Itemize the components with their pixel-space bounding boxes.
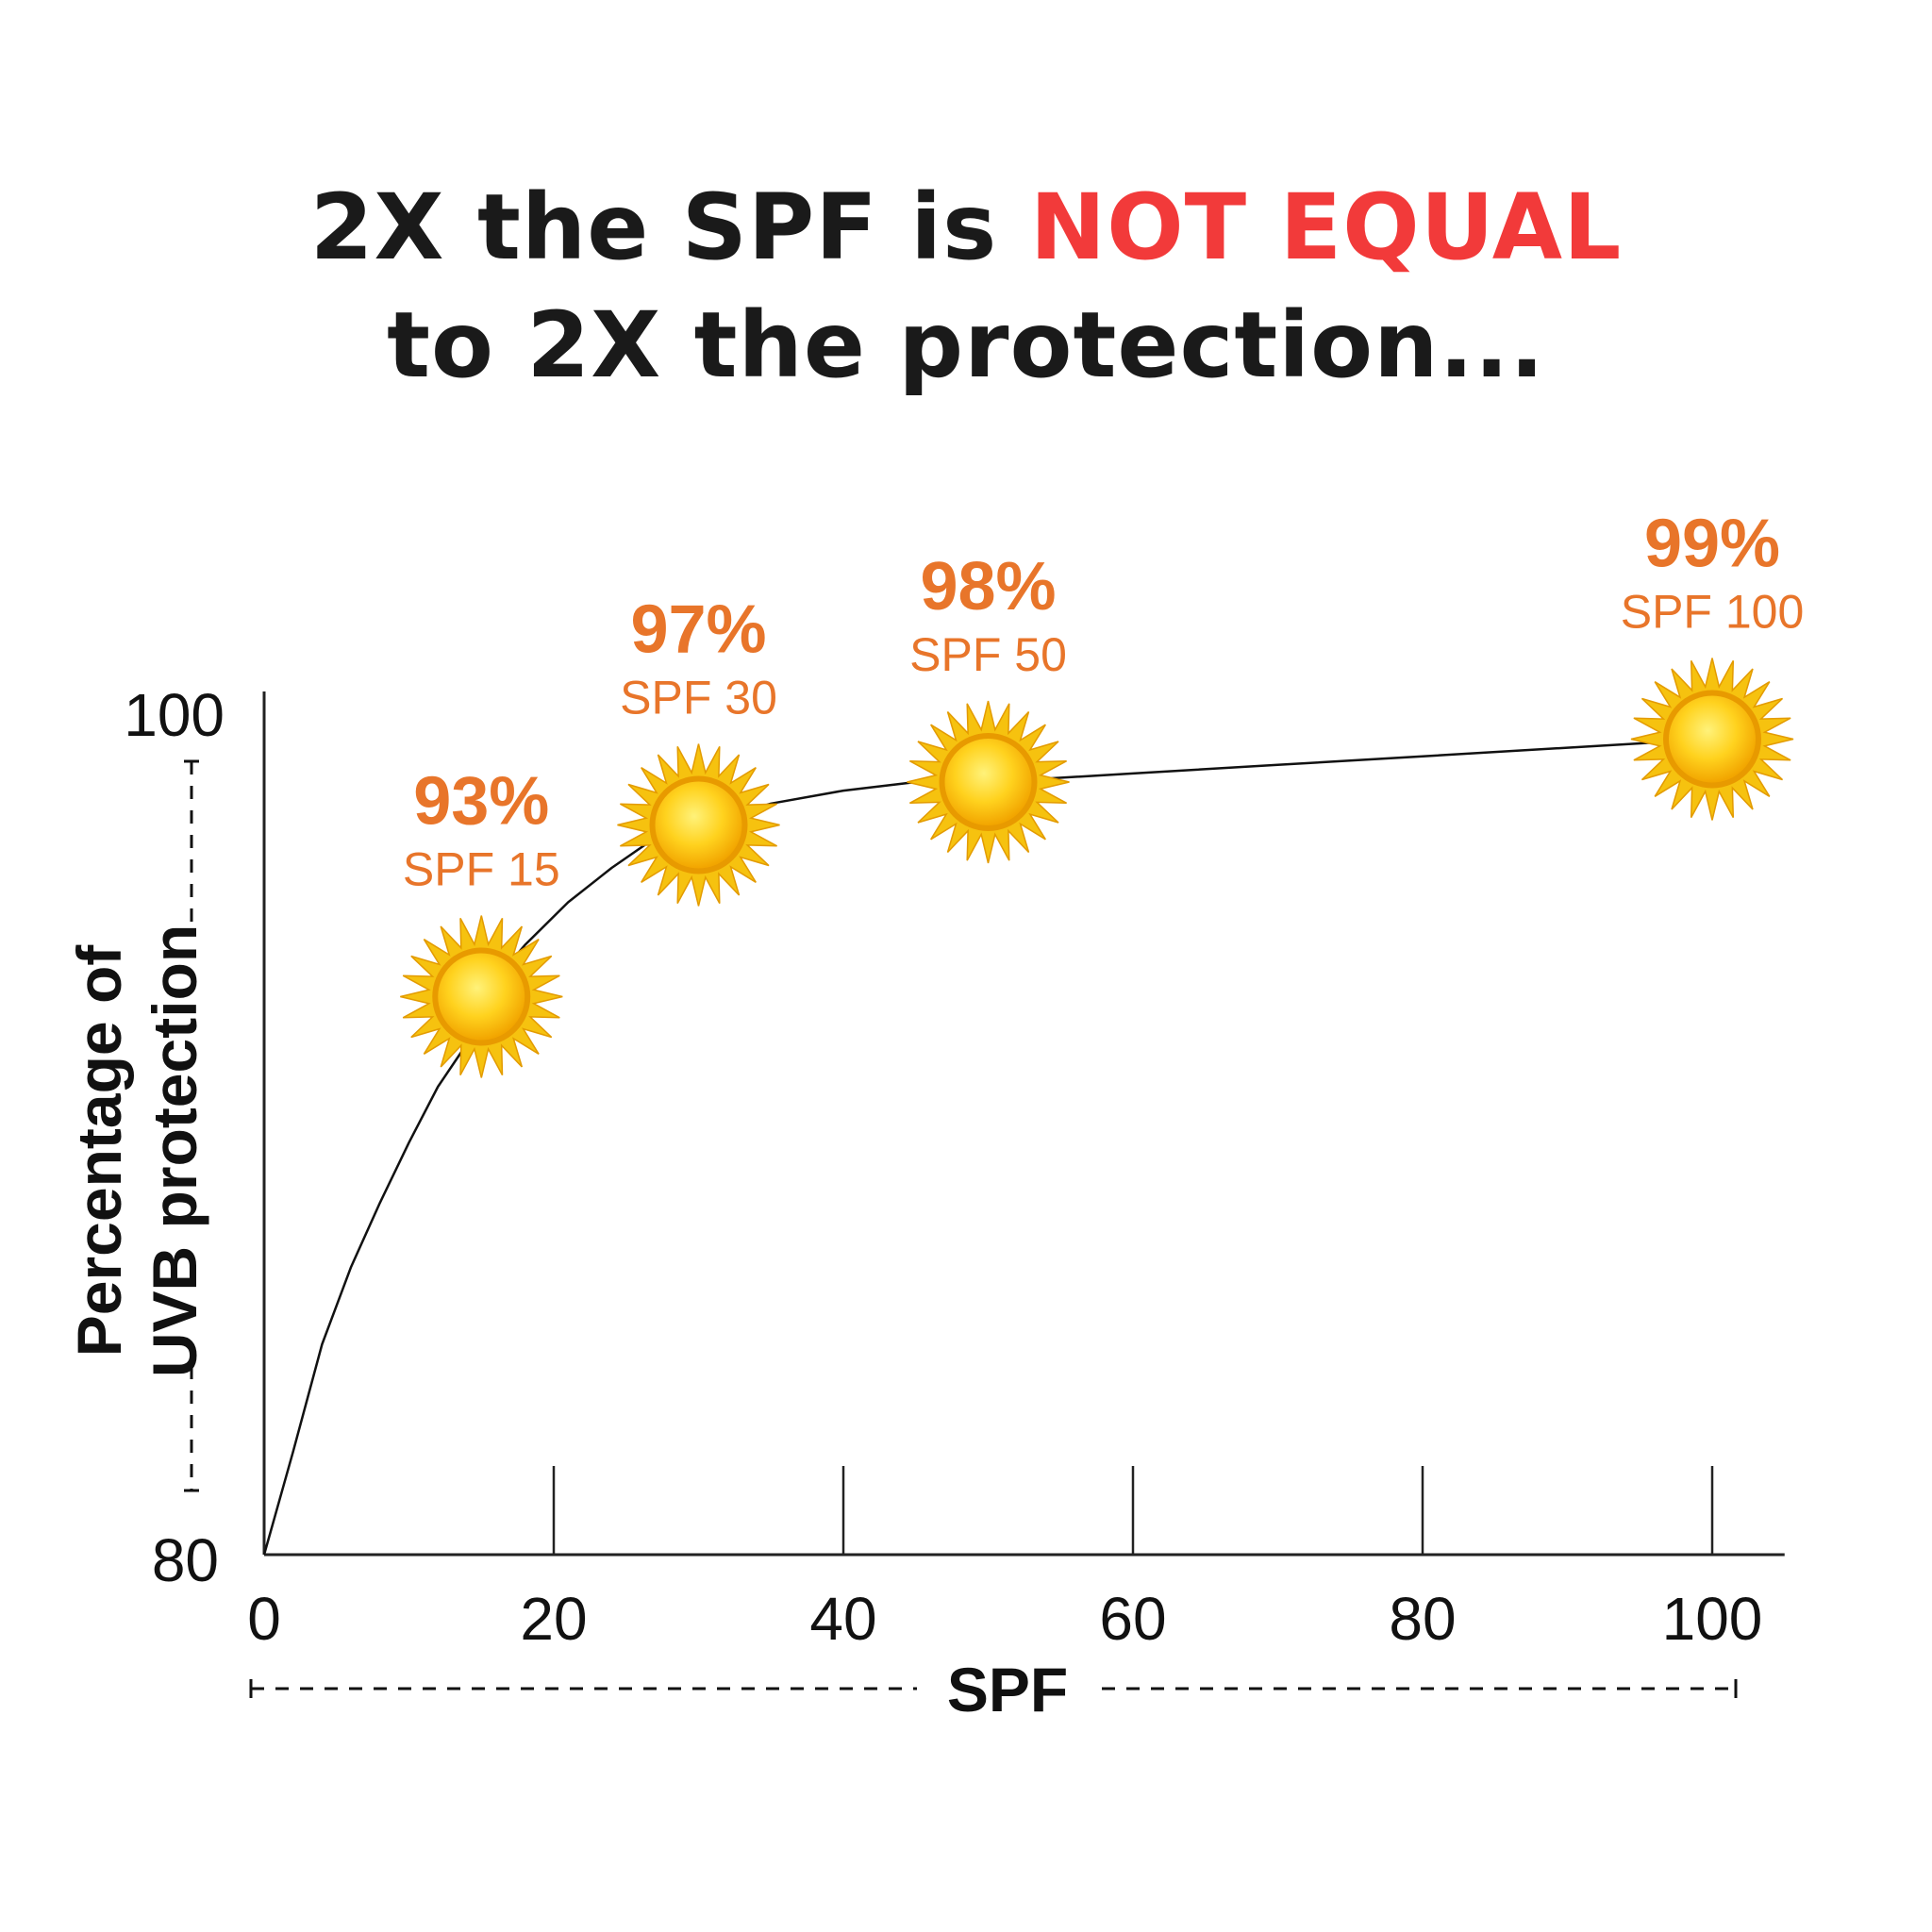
x-tick-label: 80	[1389, 1585, 1456, 1653]
y-tick-label: 80	[152, 1526, 219, 1594]
percent-label: 93%	[413, 764, 549, 840]
x-tick-label: 100	[1662, 1585, 1763, 1653]
percent-label: 98%	[920, 549, 1056, 625]
sun-icon	[400, 915, 563, 1078]
x-tick-label: 20	[520, 1585, 587, 1653]
sun-icon	[1630, 658, 1794, 821]
y-tick-label: 100	[124, 681, 225, 749]
title-highlight: NOT EQUAL	[1029, 175, 1623, 280]
sun-icon	[617, 743, 780, 907]
x-tick-label: 60	[1099, 1585, 1166, 1653]
percent-label: 99%	[1644, 507, 1780, 582]
x-tick-label: 0	[247, 1585, 281, 1653]
spf-label: SPF 50	[909, 628, 1067, 681]
chart-title-line-2: to 2X the protection...	[387, 292, 1545, 398]
title-prefix: 2X the SPF is	[309, 175, 1030, 280]
sun-icon	[907, 700, 1070, 864]
spf-label: SPF 100	[1621, 586, 1805, 639]
percent-label: 97%	[630, 592, 766, 668]
x-axis-title: SPF	[947, 1655, 1068, 1724]
spf-label: SPF 15	[403, 843, 560, 896]
x-tick-label: 40	[809, 1585, 876, 1653]
chart-title-line-1: 2X the SPF is NOT EQUAL	[0, 175, 1932, 280]
y-axis-title: Percentage ofUVB protection	[64, 924, 209, 1377]
protection-curve	[262, 738, 1713, 1556]
spf-label: SPF 30	[620, 672, 777, 724]
